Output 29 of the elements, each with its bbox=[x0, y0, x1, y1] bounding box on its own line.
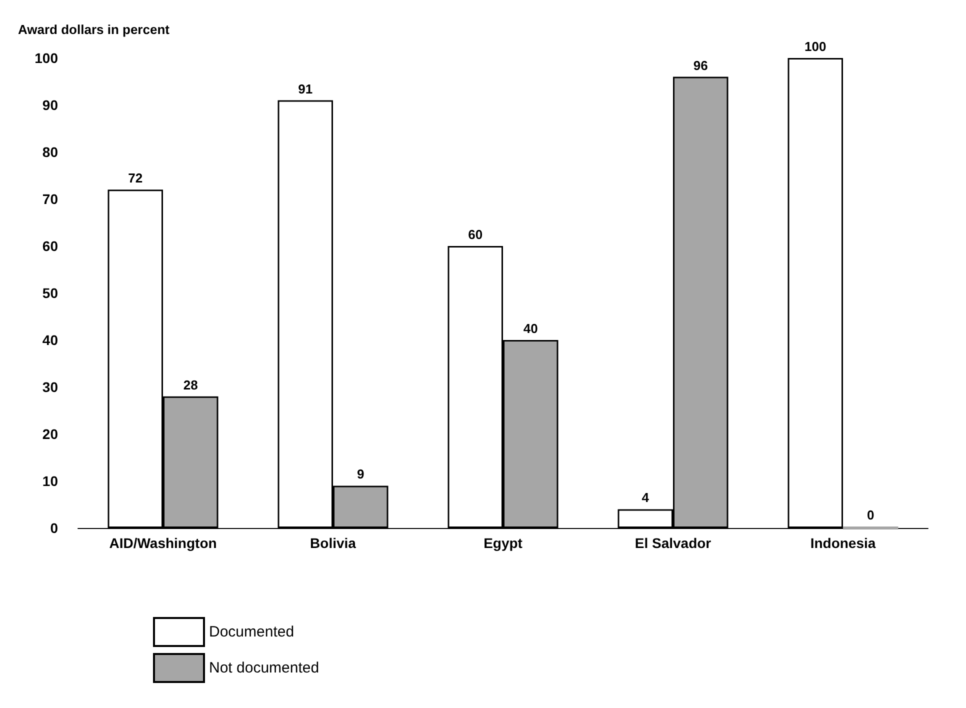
y-tick-label: 80 bbox=[42, 144, 58, 160]
y-tick-label: 10 bbox=[42, 473, 58, 489]
y-tick-label: 60 bbox=[42, 238, 58, 254]
y-axis-title: Award dollars in percent bbox=[18, 22, 170, 37]
y-tick-label: 100 bbox=[34, 50, 58, 66]
data-label: 91 bbox=[298, 81, 313, 96]
data-label: 96 bbox=[693, 58, 708, 73]
y-tick-label: 30 bbox=[42, 379, 58, 395]
data-label: 28 bbox=[183, 377, 198, 392]
y-tick-label: 50 bbox=[42, 285, 58, 301]
legend-label: Not documented bbox=[209, 660, 320, 676]
legend-label: Documented bbox=[209, 624, 294, 640]
x-tick-label: Indonesia bbox=[810, 535, 876, 551]
x-tick-label: El Salvador bbox=[634, 535, 712, 551]
data-label: 9 bbox=[357, 466, 364, 482]
y-tick-label: 90 bbox=[42, 97, 58, 113]
x-tick-label: Egypt bbox=[484, 535, 523, 551]
y-tick-label: 40 bbox=[42, 332, 58, 348]
data-label: 100 bbox=[804, 39, 826, 54]
data-label: 0 bbox=[867, 508, 874, 522]
y-tick-label: 0 bbox=[50, 520, 58, 536]
data-label: 60 bbox=[468, 227, 483, 242]
data-label: 4 bbox=[642, 490, 650, 506]
x-tick-label: AID/Washington bbox=[109, 535, 217, 551]
data-label: 72 bbox=[128, 170, 143, 186]
y-tick-label: 20 bbox=[42, 426, 58, 442]
x-tick-label: Bolivia bbox=[310, 535, 356, 551]
y-tick-label: 70 bbox=[42, 191, 58, 207]
data-label: 40 bbox=[523, 321, 538, 336]
